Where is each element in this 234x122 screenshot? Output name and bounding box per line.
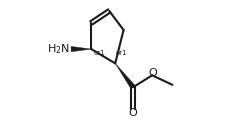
- Text: or1: or1: [93, 50, 105, 56]
- Polygon shape: [115, 63, 135, 89]
- Polygon shape: [71, 46, 91, 52]
- Text: O: O: [148, 68, 157, 78]
- Text: O: O: [129, 108, 137, 118]
- Text: H$_2$N: H$_2$N: [47, 42, 70, 56]
- Text: or1: or1: [116, 50, 128, 56]
